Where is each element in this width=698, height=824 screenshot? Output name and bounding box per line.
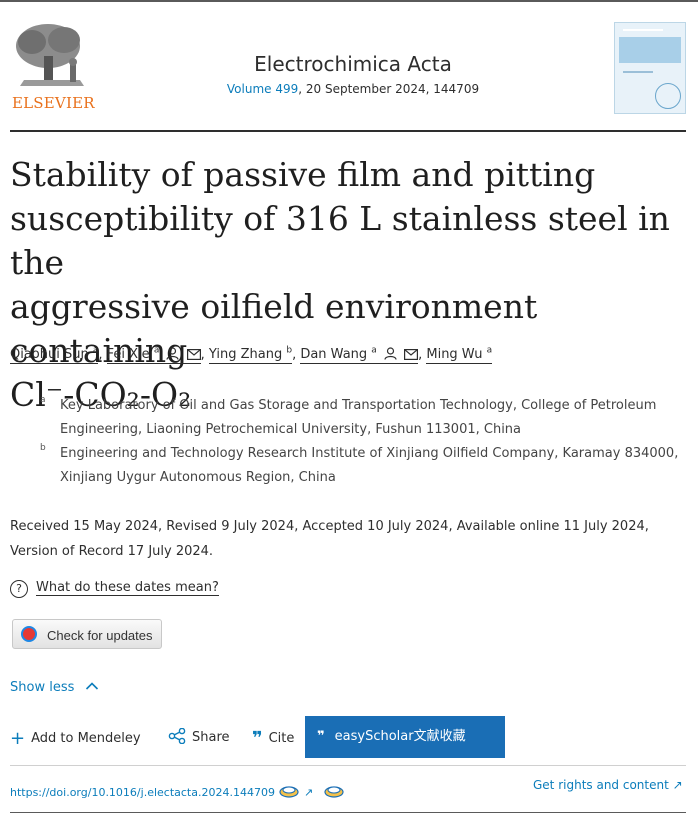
affiliation-label: b [40, 443, 46, 453]
author-link[interactable]: Qiaohui Sun a [10, 346, 99, 365]
add-to-mendeley-button[interactable]: + Add to Mendeley [10, 728, 141, 749]
journal-name[interactable]: Electrochimica Acta [254, 52, 452, 76]
doi-link[interactable]: https://doi.org/10.1016/j.electacta.2024… [10, 784, 345, 799]
quote-icon: ❞ [252, 728, 263, 749]
plus-icon: + [10, 728, 26, 749]
show-less-toggle[interactable]: Show less [10, 680, 99, 695]
crossmark-icon [21, 626, 37, 642]
share-icon [168, 727, 186, 745]
journal-cover-thumbnail[interactable] [614, 22, 686, 114]
volume-link[interactable]: Volume 499 [226, 82, 299, 96]
author-link[interactable]: Fei Xie a [106, 346, 201, 365]
question-icon: ? [10, 580, 28, 598]
issue-info: , 20 September 2024, 144709 [298, 82, 480, 96]
affiliation-label: a [40, 395, 46, 405]
email-icon [186, 349, 201, 361]
check-for-updates-button[interactable]: Check for updates [12, 619, 162, 649]
journal-volume-line: Volume 499, 20 September 2024, 144709 [200, 82, 506, 96]
author-link[interactable]: Ming Wu a [426, 346, 493, 365]
email-icon [404, 349, 419, 361]
top-border [0, 0, 698, 2]
journal-header: Electrochimica Acta Volume 499, 20 Septe… [200, 52, 506, 96]
article-dates: Received 15 May 2024, Revised 9 July 202… [10, 519, 649, 559]
article-title: Stability of passive film and pitting su… [10, 155, 670, 414]
elsevier-wordmark: ELSEVIER [12, 94, 95, 112]
person-icon [384, 347, 397, 361]
affiliations: a Key Laboratory of Oil and Gas Storage … [40, 394, 680, 490]
affiliation-item: a Key Laboratory of Oil and Gas Storage … [40, 394, 680, 442]
affiliation-text: Engineering and Technology Research Inst… [60, 446, 679, 485]
chevron-up-icon [85, 682, 98, 690]
get-rights-link[interactable]: Get rights and content ↗ [533, 778, 683, 792]
author-list: Qiaohui Sun a, Fei Xie a , Ying Zhang b,… [10, 346, 493, 365]
cite-button[interactable]: ❞ Cite [252, 728, 295, 749]
affiliation-item: b Engineering and Technology Research In… [40, 442, 680, 490]
header-divider [10, 130, 686, 132]
easyscholar-collect-button[interactable]: ❞ easyScholar文献收藏 [305, 716, 505, 758]
easyscholar-badge-icon[interactable] [278, 784, 300, 798]
external-link-icon: ↗ [303, 786, 314, 799]
author-link[interactable]: Dan Wang a [300, 346, 419, 365]
tree-icon [10, 20, 94, 92]
toolbar-divider [10, 765, 686, 766]
share-button[interactable]: Share [168, 727, 230, 745]
affiliation-text: Key Laboratory of Oil and Gas Storage an… [60, 398, 657, 437]
person-icon [166, 347, 180, 361]
author-link[interactable]: Ying Zhang b [208, 346, 293, 365]
elsevier-logo[interactable]: ELSEVIER [10, 20, 95, 112]
quote-icon: ❞ [317, 729, 325, 744]
external-link-icon: ↗ [672, 778, 683, 792]
bottom-divider [10, 812, 686, 813]
easyscholar-badge-icon[interactable] [323, 784, 345, 798]
what-dates-mean-link[interactable]: ? What do these dates mean? [10, 580, 219, 598]
